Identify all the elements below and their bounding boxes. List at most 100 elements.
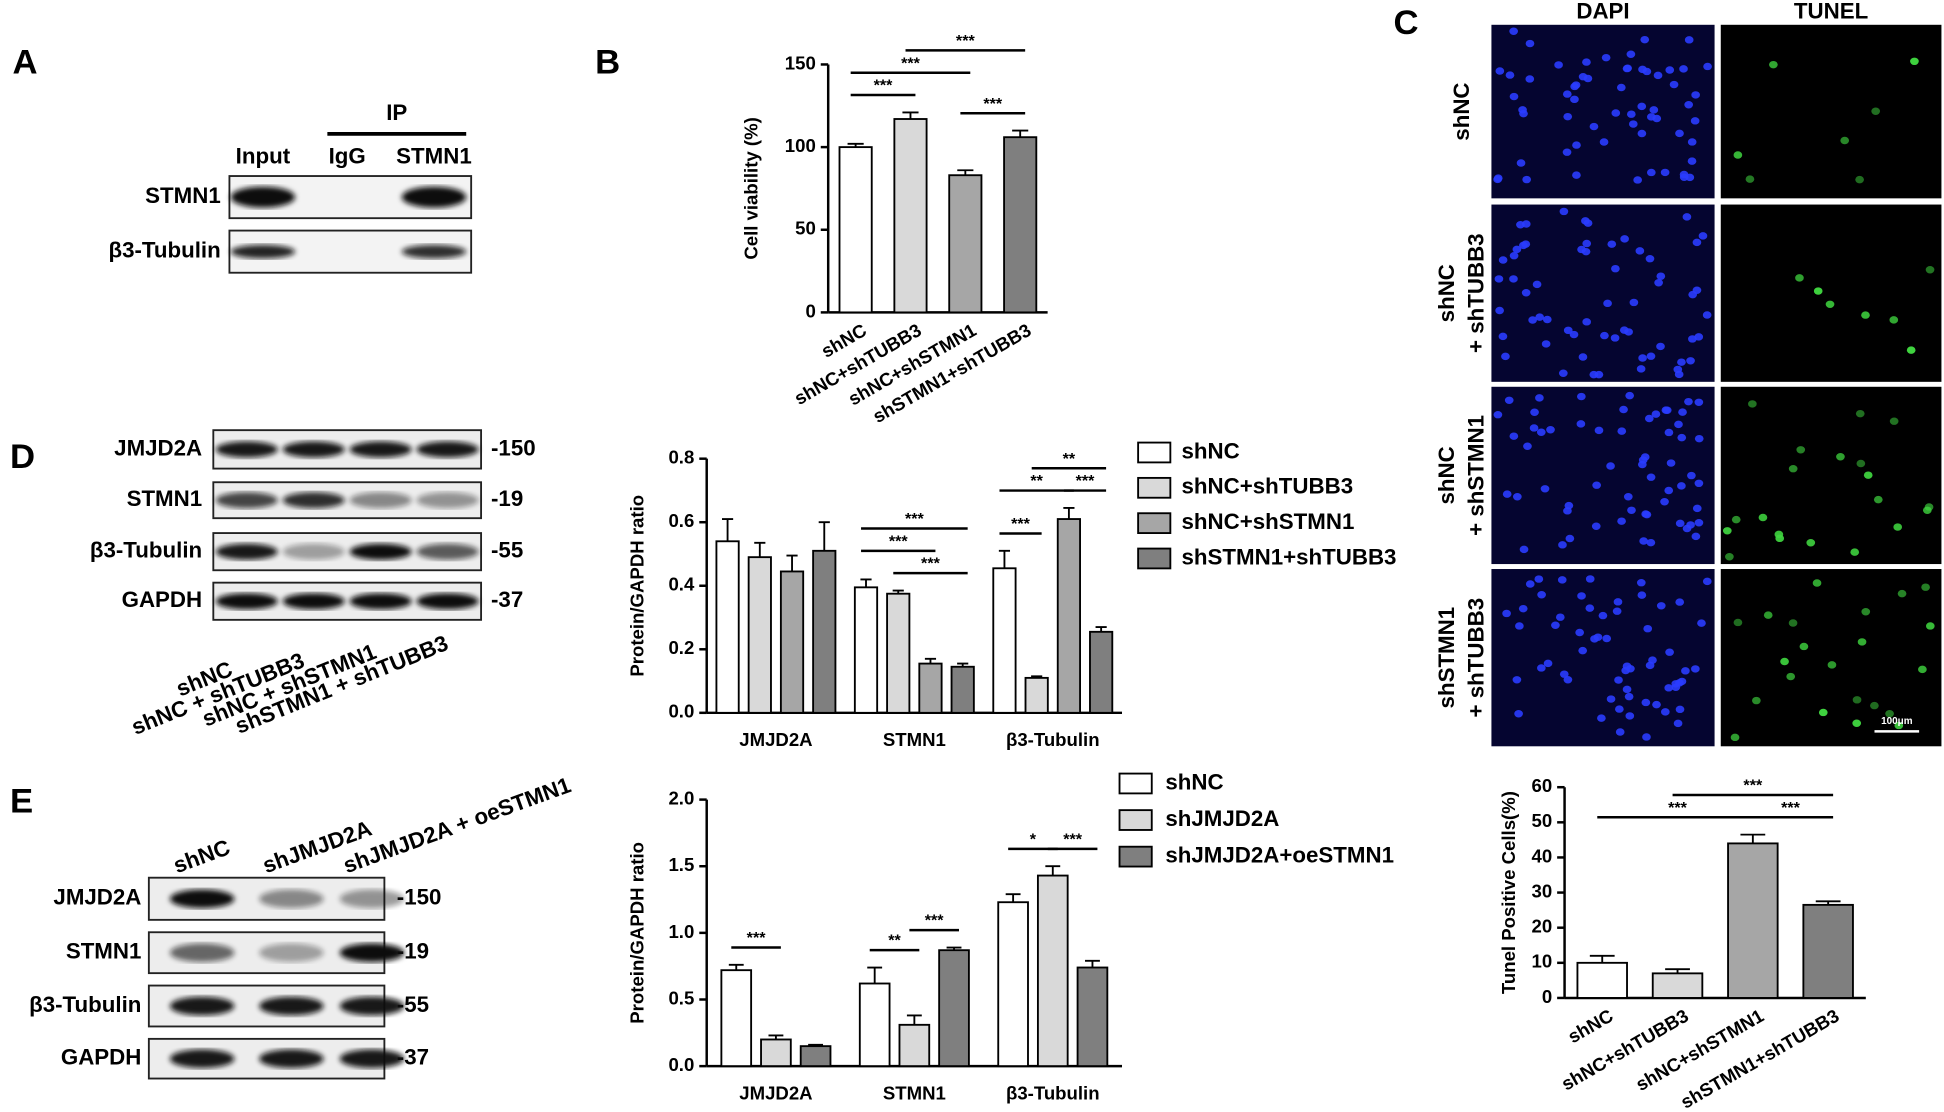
sig-label: ***	[747, 929, 767, 947]
row-label: GAPDH	[122, 587, 203, 612]
x-tick-label: JMJD2A	[739, 729, 812, 750]
sig-label: *	[1030, 830, 1037, 848]
nucleus	[1688, 335, 1697, 343]
mw-label: -150	[397, 885, 442, 910]
nucleus	[1494, 275, 1504, 283]
error-bar	[1815, 900, 1841, 905]
tunel-cell	[1769, 60, 1778, 69]
bar	[1076, 966, 1109, 1068]
sig-label: **	[1030, 472, 1043, 490]
y-tick-label: 0.6	[668, 510, 694, 531]
error-bar	[924, 657, 937, 664]
tunel-cell	[1855, 409, 1865, 418]
legend-label: shNC	[1165, 769, 1223, 794]
nucleus	[1591, 522, 1601, 530]
blot-band	[230, 186, 296, 208]
nucleus	[1610, 334, 1620, 342]
blot-band	[339, 996, 405, 1016]
nucleus	[1512, 493, 1522, 501]
nucleus	[1585, 604, 1595, 612]
blot-band	[339, 943, 405, 962]
tunel-cell	[1813, 287, 1823, 295]
blot-band	[416, 441, 479, 458]
nucleus	[1691, 665, 1700, 673]
nucleus	[1678, 408, 1687, 416]
error-bar	[786, 554, 798, 572]
tunel-cell	[1796, 446, 1806, 454]
nucleus	[1677, 433, 1687, 442]
nucleus	[1656, 272, 1666, 280]
nucleus	[1679, 65, 1688, 73]
micrograph	[1720, 386, 1942, 565]
nucleus	[1534, 575, 1544, 583]
nucleus	[1509, 251, 1519, 260]
error-bar	[867, 966, 883, 984]
error-bar	[1012, 129, 1029, 138]
nucleus	[1675, 598, 1685, 606]
y-tick-label: 20	[1532, 916, 1553, 937]
nucleus	[1623, 493, 1633, 501]
bar	[1089, 630, 1114, 714]
nucleus	[1585, 575, 1595, 583]
nucleus	[1651, 410, 1661, 418]
bar	[858, 982, 891, 1068]
nucleus	[1529, 424, 1539, 432]
bar	[992, 567, 1017, 714]
row-label: shSTMN1	[1434, 607, 1459, 709]
panel-label: A	[12, 44, 37, 82]
nucleus	[1589, 122, 1599, 131]
nucleus	[1578, 353, 1588, 361]
sig-label: ***	[901, 54, 921, 72]
nucleus	[1572, 171, 1581, 179]
lane-label: Input	[236, 143, 291, 168]
y-tick-label: 60	[1532, 775, 1553, 796]
nucleus	[1648, 656, 1657, 664]
tunel-cell	[1775, 534, 1785, 543]
nucleus	[1673, 365, 1683, 374]
error-bar	[768, 1034, 784, 1040]
tunel-cell	[1788, 619, 1798, 627]
row-label: β3-Tubulin	[29, 992, 141, 1017]
nucleus	[1645, 254, 1655, 263]
nucleus	[1535, 394, 1544, 402]
tunel-cell	[1733, 151, 1743, 159]
nucleus	[1646, 538, 1656, 547]
blot-band	[215, 441, 278, 458]
y-tick-label: 0.5	[668, 987, 694, 1008]
blot-band	[349, 441, 412, 458]
nucleus	[1581, 217, 1590, 225]
x-tick-label: STMN1	[883, 1083, 946, 1104]
bar	[1576, 961, 1628, 999]
sig-label: ***	[905, 510, 925, 528]
bar	[720, 969, 753, 1068]
nucleus	[1575, 628, 1585, 637]
lane-label: IgG	[329, 143, 366, 168]
nucleus	[1601, 53, 1611, 62]
row-label: JMJD2A	[53, 885, 141, 910]
bar	[853, 586, 879, 714]
nucleus	[1577, 245, 1586, 254]
row-label: shNC	[1434, 264, 1459, 322]
blot-band	[169, 996, 235, 1016]
tunel-cell	[1863, 471, 1873, 479]
error-bar	[847, 142, 864, 148]
tunel-cell	[1925, 622, 1935, 630]
nucleus	[1502, 490, 1512, 498]
nucleus	[1666, 459, 1676, 467]
nucleus	[1636, 578, 1646, 587]
nucleus	[1688, 290, 1698, 299]
nucleus	[1675, 705, 1685, 714]
blot-band	[401, 244, 467, 259]
nucleus	[1636, 365, 1646, 373]
nucleus	[1611, 109, 1621, 117]
nucleus	[1558, 541, 1567, 549]
nucleus	[1525, 75, 1535, 83]
nucleus	[1625, 712, 1635, 720]
nucleus	[1525, 580, 1535, 588]
tunel-cell	[1861, 608, 1871, 616]
nucleus	[1606, 695, 1616, 703]
tunel-cell	[1763, 611, 1773, 619]
blot-band	[282, 593, 345, 610]
nucleus	[1622, 685, 1632, 694]
